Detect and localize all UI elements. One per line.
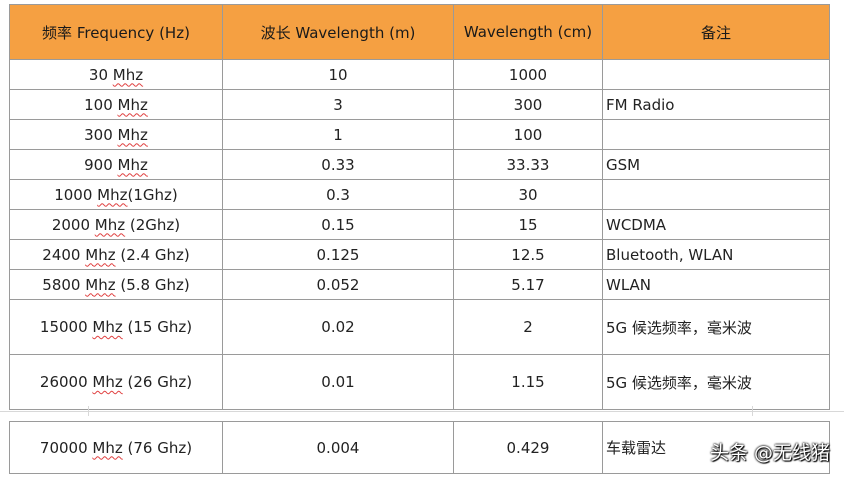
wavelength-m-cell: 0.004 bbox=[222, 421, 454, 474]
wavelength-cm-cell: 1.15 bbox=[453, 354, 603, 410]
wavelength-cm-cell: 2 bbox=[453, 299, 603, 355]
frequency-value: 30 bbox=[88, 65, 113, 84]
table-row: 70000 Mhz (76 Ghz) 0.004 0.429 车载雷达 bbox=[9, 421, 830, 474]
note-cell: WCDMA bbox=[602, 209, 830, 240]
frequency-ghz: (1Ghz) bbox=[127, 185, 178, 204]
frequency-cell: 30 Mhz bbox=[9, 59, 223, 90]
frequency-value: 5800 bbox=[42, 275, 86, 294]
frequency-unit: Mhz bbox=[112, 65, 144, 84]
wavelength-cm-cell: 15 bbox=[453, 209, 603, 240]
frequency-ghz: (26 Ghz) bbox=[122, 373, 193, 391]
frequency-ghz: (5.8 Ghz) bbox=[115, 275, 190, 294]
wavelength-m-cell: 0.02 bbox=[222, 299, 454, 355]
wavelength-m-cell: 0.01 bbox=[222, 354, 454, 410]
frequency-unit: Mhz bbox=[92, 318, 123, 336]
table-row: 2400 Mhz (2.4 Ghz) 0.125 12.5 Bluetooth,… bbox=[9, 239, 830, 270]
table-row: 15000 Mhz (15 Ghz) 0.02 2 5G 候选频率，毫米波 bbox=[9, 299, 830, 355]
wavelength-m-cell: 0.33 bbox=[222, 149, 454, 180]
wavelength-m-cell: 0.052 bbox=[222, 269, 454, 300]
header-notes: 备注 bbox=[602, 4, 830, 60]
wavelength-m-cell: 10 bbox=[222, 59, 454, 90]
wavelength-cm-cell: 33.33 bbox=[453, 149, 603, 180]
frequency-value: 15000 bbox=[39, 318, 93, 336]
wavelength-m-cell: 0.125 bbox=[222, 239, 454, 270]
frequency-cell: 5800 Mhz (5.8 Ghz) bbox=[9, 269, 223, 300]
note-cell: WLAN bbox=[602, 269, 830, 300]
frequency-ghz: (76 Ghz) bbox=[122, 438, 193, 457]
frequency-unit: Mhz bbox=[97, 185, 128, 204]
table-row: 30 Mhz 10 1000 bbox=[9, 59, 830, 90]
frequency-value: 900 bbox=[84, 155, 118, 174]
frequency-cell: 15000 Mhz (15 Ghz) bbox=[9, 299, 223, 355]
frequency-value: 300 bbox=[84, 125, 118, 144]
frequency-cell: 26000 Mhz (26 Ghz) bbox=[9, 354, 223, 410]
wavelength-cm-cell: 5.17 bbox=[453, 269, 603, 300]
frequency-unit: Mhz bbox=[85, 245, 116, 264]
frequency-unit: Mhz bbox=[117, 155, 148, 174]
note-cell: 5G 候选频率，毫米波 bbox=[602, 354, 830, 410]
wavelength-cm-cell: 30 bbox=[453, 179, 603, 210]
wavelength-m-cell: 3 bbox=[222, 89, 454, 120]
frequency-unit: Mhz bbox=[117, 125, 148, 144]
frequency-cell: 100 Mhz bbox=[9, 89, 223, 120]
header-wavelength-m: 波长 Wavelength (m) bbox=[222, 4, 454, 60]
table-row: 900 Mhz 0.33 33.33 GSM bbox=[9, 149, 830, 180]
wavelength-cm-cell: 0.429 bbox=[453, 421, 603, 474]
table-row: 1000 Mhz(1Ghz) 0.3 30 bbox=[9, 179, 830, 210]
header-wavelength-cm: Wavelength (cm) bbox=[453, 4, 603, 60]
wavelength-m-cell: 1 bbox=[222, 119, 454, 150]
note-cell: FM Radio bbox=[602, 89, 830, 120]
wavelength-m-cell: 0.15 bbox=[222, 209, 454, 240]
watermark: 头条 @无线猪 bbox=[709, 442, 830, 464]
table-row: 300 Mhz 1 100 bbox=[9, 119, 830, 150]
frequency-ghz: (2Ghz) bbox=[125, 215, 181, 234]
frequency-value: 70000 bbox=[39, 438, 93, 457]
wavelength-cm-cell: 100 bbox=[453, 119, 603, 150]
wavelength-cm-cell: 1000 bbox=[453, 59, 603, 90]
frequency-value: 2000 bbox=[51, 215, 95, 234]
frequency-value: 1000 bbox=[54, 185, 98, 204]
frequency-cell: 2400 Mhz (2.4 Ghz) bbox=[9, 239, 223, 270]
note-cell bbox=[602, 119, 830, 150]
frequency-unit: Mhz bbox=[92, 438, 123, 457]
frequency-value: 100 bbox=[84, 95, 118, 114]
frequency-table-continued: 70000 Mhz (76 Ghz) 0.004 0.429 车载雷达 bbox=[9, 421, 830, 474]
wavelength-m-cell: 0.3 bbox=[222, 179, 454, 210]
note-cell bbox=[602, 59, 830, 90]
note-cell: GSM bbox=[602, 149, 830, 180]
table-row: 26000 Mhz (26 Ghz) 0.01 1.15 5G 候选频率，毫米波 bbox=[9, 354, 830, 410]
page-break-tick bbox=[88, 406, 89, 416]
frequency-ghz: (15 Ghz) bbox=[122, 318, 193, 336]
wavelength-cm-cell: 12.5 bbox=[453, 239, 603, 270]
table-row: 100 Mhz 3 300 FM Radio bbox=[9, 89, 830, 120]
frequency-ghz: (2.4 Ghz) bbox=[115, 245, 190, 264]
frequency-unit: Mhz bbox=[117, 95, 148, 114]
note-cell: 5G 候选频率，毫米波 bbox=[602, 299, 830, 355]
frequency-value: 26000 bbox=[39, 373, 93, 391]
table-row: 2000 Mhz (2Ghz) 0.15 15 WCDMA bbox=[9, 209, 830, 240]
frequency-unit: Mhz bbox=[94, 215, 126, 234]
header-frequency: 频率 Frequency (Hz) bbox=[9, 4, 223, 60]
page-break-tick bbox=[752, 406, 753, 416]
note-cell bbox=[602, 179, 830, 210]
frequency-cell: 300 Mhz bbox=[9, 119, 223, 150]
frequency-cell: 900 Mhz bbox=[9, 149, 223, 180]
frequency-table: 频率 Frequency (Hz) 波长 Wavelength (m) Wave… bbox=[9, 4, 830, 410]
wavelength-cm-cell: 300 bbox=[453, 89, 603, 120]
header-row: 频率 Frequency (Hz) 波长 Wavelength (m) Wave… bbox=[9, 4, 830, 60]
note-cell: Bluetooth, WLAN bbox=[602, 239, 830, 270]
frequency-cell: 2000 Mhz (2Ghz) bbox=[9, 209, 223, 240]
frequency-cell: 1000 Mhz(1Ghz) bbox=[9, 179, 223, 210]
frequency-unit: Mhz bbox=[85, 275, 116, 294]
table-row: 5800 Mhz (5.8 Ghz) 0.052 5.17 WLAN bbox=[9, 269, 830, 300]
frequency-unit: Mhz bbox=[92, 373, 123, 391]
page-break-line bbox=[0, 411, 844, 412]
frequency-cell: 70000 Mhz (76 Ghz) bbox=[9, 421, 223, 474]
frequency-value: 2400 bbox=[42, 245, 86, 264]
note-cell: 车载雷达 bbox=[602, 421, 830, 474]
